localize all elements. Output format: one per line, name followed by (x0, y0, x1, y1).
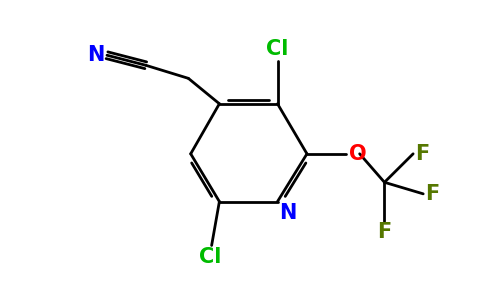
Text: Cl: Cl (266, 39, 288, 59)
Text: N: N (279, 203, 296, 223)
Text: Cl: Cl (199, 247, 221, 267)
Text: O: O (349, 144, 366, 164)
Text: N: N (87, 45, 105, 65)
Text: F: F (415, 144, 430, 164)
Text: F: F (425, 184, 440, 204)
Text: F: F (378, 222, 392, 242)
